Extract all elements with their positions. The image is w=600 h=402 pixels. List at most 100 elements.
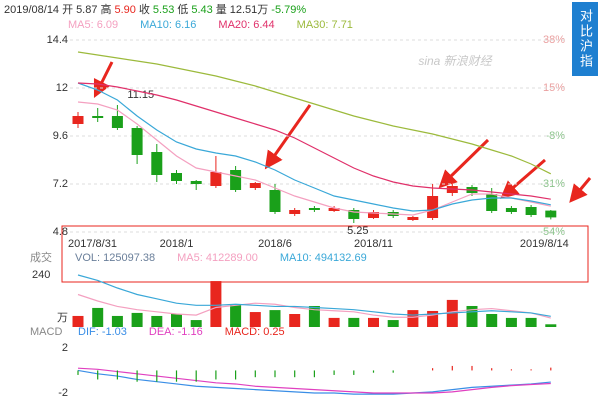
bar xyxy=(328,317,340,327)
bar xyxy=(215,370,217,380)
y2-tick-label: 38% xyxy=(543,34,565,46)
y-tick-label: 9.6 xyxy=(53,130,68,142)
candle-body xyxy=(368,212,379,218)
quote-value: 5.43 xyxy=(191,4,213,16)
legend-entry: MA5: 6.09 xyxy=(68,19,118,31)
candle-body xyxy=(289,210,301,214)
bar xyxy=(550,367,552,371)
low-label: 5.25 xyxy=(347,225,368,237)
bar xyxy=(97,370,99,380)
bar xyxy=(72,315,84,327)
y-tick-label: 2 xyxy=(62,342,68,354)
arrow xyxy=(93,61,114,99)
bar xyxy=(427,310,439,327)
legend-entry: MA10: 6.16 xyxy=(140,19,196,31)
bar xyxy=(505,317,517,327)
y-tick-label: 12 xyxy=(56,82,68,94)
arrows xyxy=(93,61,592,203)
y-tick-label: -2 xyxy=(58,387,68,399)
bar xyxy=(308,305,320,327)
bar xyxy=(151,315,163,327)
bar xyxy=(274,370,276,378)
line xyxy=(77,274,551,317)
quote-value: 12.51万 xyxy=(229,4,269,16)
bar xyxy=(195,370,197,382)
arrow xyxy=(500,158,546,199)
candle-body xyxy=(92,116,104,118)
bar xyxy=(175,370,178,382)
line xyxy=(77,293,551,319)
candle-body xyxy=(72,116,84,124)
quote-label: 开 xyxy=(62,4,74,16)
candle-body xyxy=(269,190,281,212)
candle-body xyxy=(308,208,320,210)
bar xyxy=(451,365,453,371)
bar xyxy=(294,370,296,378)
bar xyxy=(92,307,104,327)
bar xyxy=(486,314,498,327)
quote-value: 5.90 xyxy=(114,4,136,16)
bar xyxy=(77,370,79,375)
bar xyxy=(131,312,143,327)
bar xyxy=(235,370,237,380)
line xyxy=(77,101,551,216)
bar xyxy=(530,369,532,371)
bar xyxy=(348,317,360,327)
y-tick-label: 7.2 xyxy=(53,178,68,190)
change: -5.79% xyxy=(271,4,307,16)
panel-title: MACD xyxy=(30,326,62,338)
y-tick-label: 4.8 xyxy=(53,226,68,238)
bar xyxy=(407,310,419,327)
line xyxy=(77,82,551,212)
y-tick-label: 14.4 xyxy=(47,34,68,46)
date: 2019/08/14 xyxy=(4,4,60,16)
legend-entry: MACD: 0.25 xyxy=(225,326,285,338)
bar xyxy=(392,370,394,373)
y-axis-label: 万 xyxy=(57,312,68,324)
candle-body xyxy=(171,173,182,181)
bar xyxy=(510,369,512,371)
candle-body xyxy=(407,217,419,220)
candle-body xyxy=(427,196,439,218)
candle-body xyxy=(190,181,202,184)
bar xyxy=(333,370,335,375)
candle-body xyxy=(545,210,557,218)
x-tick-label: 2017/8/31 xyxy=(68,238,117,250)
x-tick-label: 2018/11 xyxy=(354,238,393,250)
y-tick-label: 240 xyxy=(32,269,50,281)
quote-label: 收 xyxy=(138,4,150,16)
watermark: sina 新浪财经 xyxy=(418,54,493,68)
compare-index-button[interactable]: 对比沪指 xyxy=(572,2,598,76)
y2-tick-label: 15% xyxy=(543,82,565,94)
bar xyxy=(432,368,434,371)
bar xyxy=(156,370,158,382)
bar xyxy=(210,281,222,327)
line xyxy=(77,51,552,175)
bar xyxy=(116,370,118,380)
candle-body xyxy=(111,116,123,128)
legend-entry: MA30: 7.71 xyxy=(297,19,353,31)
quote-label: 低 xyxy=(177,4,189,16)
candle-body xyxy=(486,194,498,211)
candle-body xyxy=(328,208,340,211)
candle-body xyxy=(249,183,261,188)
legend-entry: MA5: 412289.00 xyxy=(177,252,258,264)
bar xyxy=(254,370,256,378)
bar xyxy=(190,320,202,327)
high-label: 11.15 xyxy=(127,89,154,101)
bar xyxy=(353,370,355,375)
bar xyxy=(269,310,281,327)
highlight-box xyxy=(61,225,589,283)
legend-entry: DEA: -1.16 xyxy=(149,326,203,338)
legend-entry: DIF: -1.03 xyxy=(78,326,127,338)
arrow xyxy=(264,104,312,170)
bar xyxy=(525,317,537,327)
legend-entry: MA20: 6.44 xyxy=(218,19,274,31)
line xyxy=(77,82,551,200)
candle-body xyxy=(505,208,517,212)
bar xyxy=(387,320,399,327)
x-tick-label: 2019/8/14 xyxy=(520,238,569,250)
candle-body xyxy=(210,172,222,186)
quote-label: 高 xyxy=(100,4,112,16)
